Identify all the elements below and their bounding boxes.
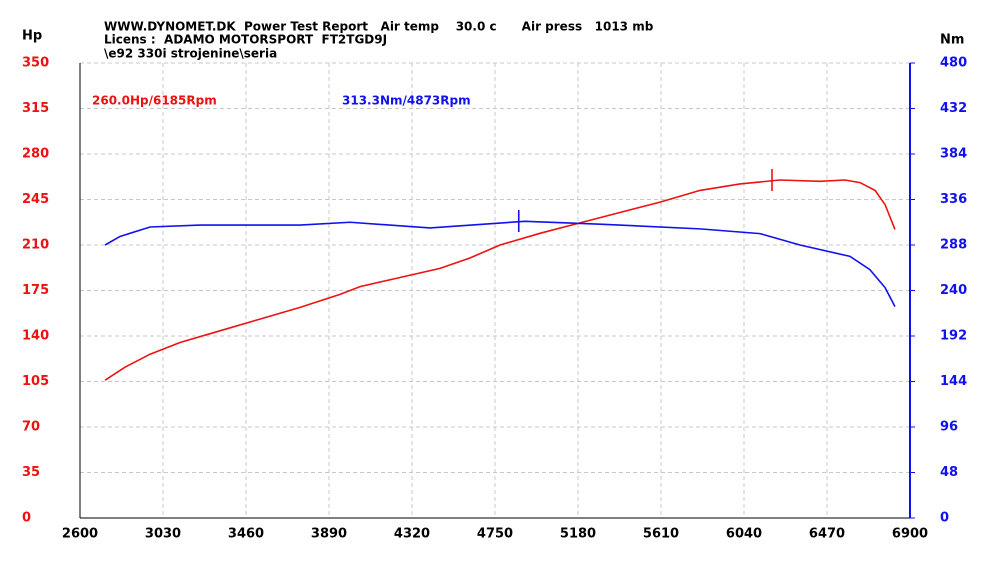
y-tick-label: 140: [22, 329, 49, 344]
x-tick-label: 6900: [892, 527, 928, 542]
y-tick-label: 245: [22, 192, 49, 207]
y2-tick-label: 384: [940, 147, 967, 162]
y-tick-label: 35: [22, 465, 40, 480]
y2-tick-label: 480: [940, 56, 967, 71]
y2-tick-label: 240: [940, 283, 967, 298]
header-line: WWW.DYNOMET.DK Power Test Report Air tem…: [104, 20, 654, 34]
y-tick-label: 175: [22, 283, 49, 298]
x-tick-label: 3890: [311, 527, 347, 542]
annotation: 260.0Hp/6185Rpm: [92, 94, 217, 108]
series-line: [104, 179, 896, 381]
x-tick-label: 2600: [62, 527, 98, 542]
x-tick-label: 3460: [228, 527, 264, 542]
y2-tick-label: 336: [940, 192, 967, 207]
header-line: \e92 330i strojenine\seria: [104, 47, 277, 61]
y-tick-label: 210: [22, 238, 49, 253]
x-tick-label: 5180: [560, 527, 596, 542]
y2-tick-label: 96: [940, 420, 958, 435]
x-tick-label: 5610: [643, 527, 679, 542]
y-tick-label: 0: [22, 511, 31, 526]
x-tick-label: 4750: [477, 527, 513, 542]
y2-tick-label: 0: [940, 511, 949, 526]
x-tick-label: 4320: [394, 527, 430, 542]
y2-tick-label: 192: [940, 329, 967, 344]
y2-axis-label: Nm: [940, 33, 964, 48]
header-line: Licens : ADAMO MOTORSPORT FT2TGD9J: [104, 33, 387, 47]
y-tick-label: 70: [22, 420, 40, 435]
y-tick-label: 105: [22, 374, 49, 389]
y-axis-label: Hp: [22, 29, 42, 44]
y2-tick-label: 288: [940, 238, 967, 253]
x-tick-label: 6470: [809, 527, 845, 542]
x-tick-label: 3030: [145, 527, 181, 542]
y2-tick-label: 48: [940, 465, 958, 480]
y-tick-label: 315: [22, 101, 49, 116]
y-tick-label: 350: [22, 56, 49, 71]
y-tick-label: 280: [22, 147, 49, 162]
y2-tick-label: 432: [940, 101, 967, 116]
annotation: 313.3Nm/4873Rpm: [342, 94, 471, 108]
x-tick-label: 6040: [726, 527, 762, 542]
series-line: [104, 220, 896, 307]
y2-tick-label: 144: [940, 374, 967, 389]
